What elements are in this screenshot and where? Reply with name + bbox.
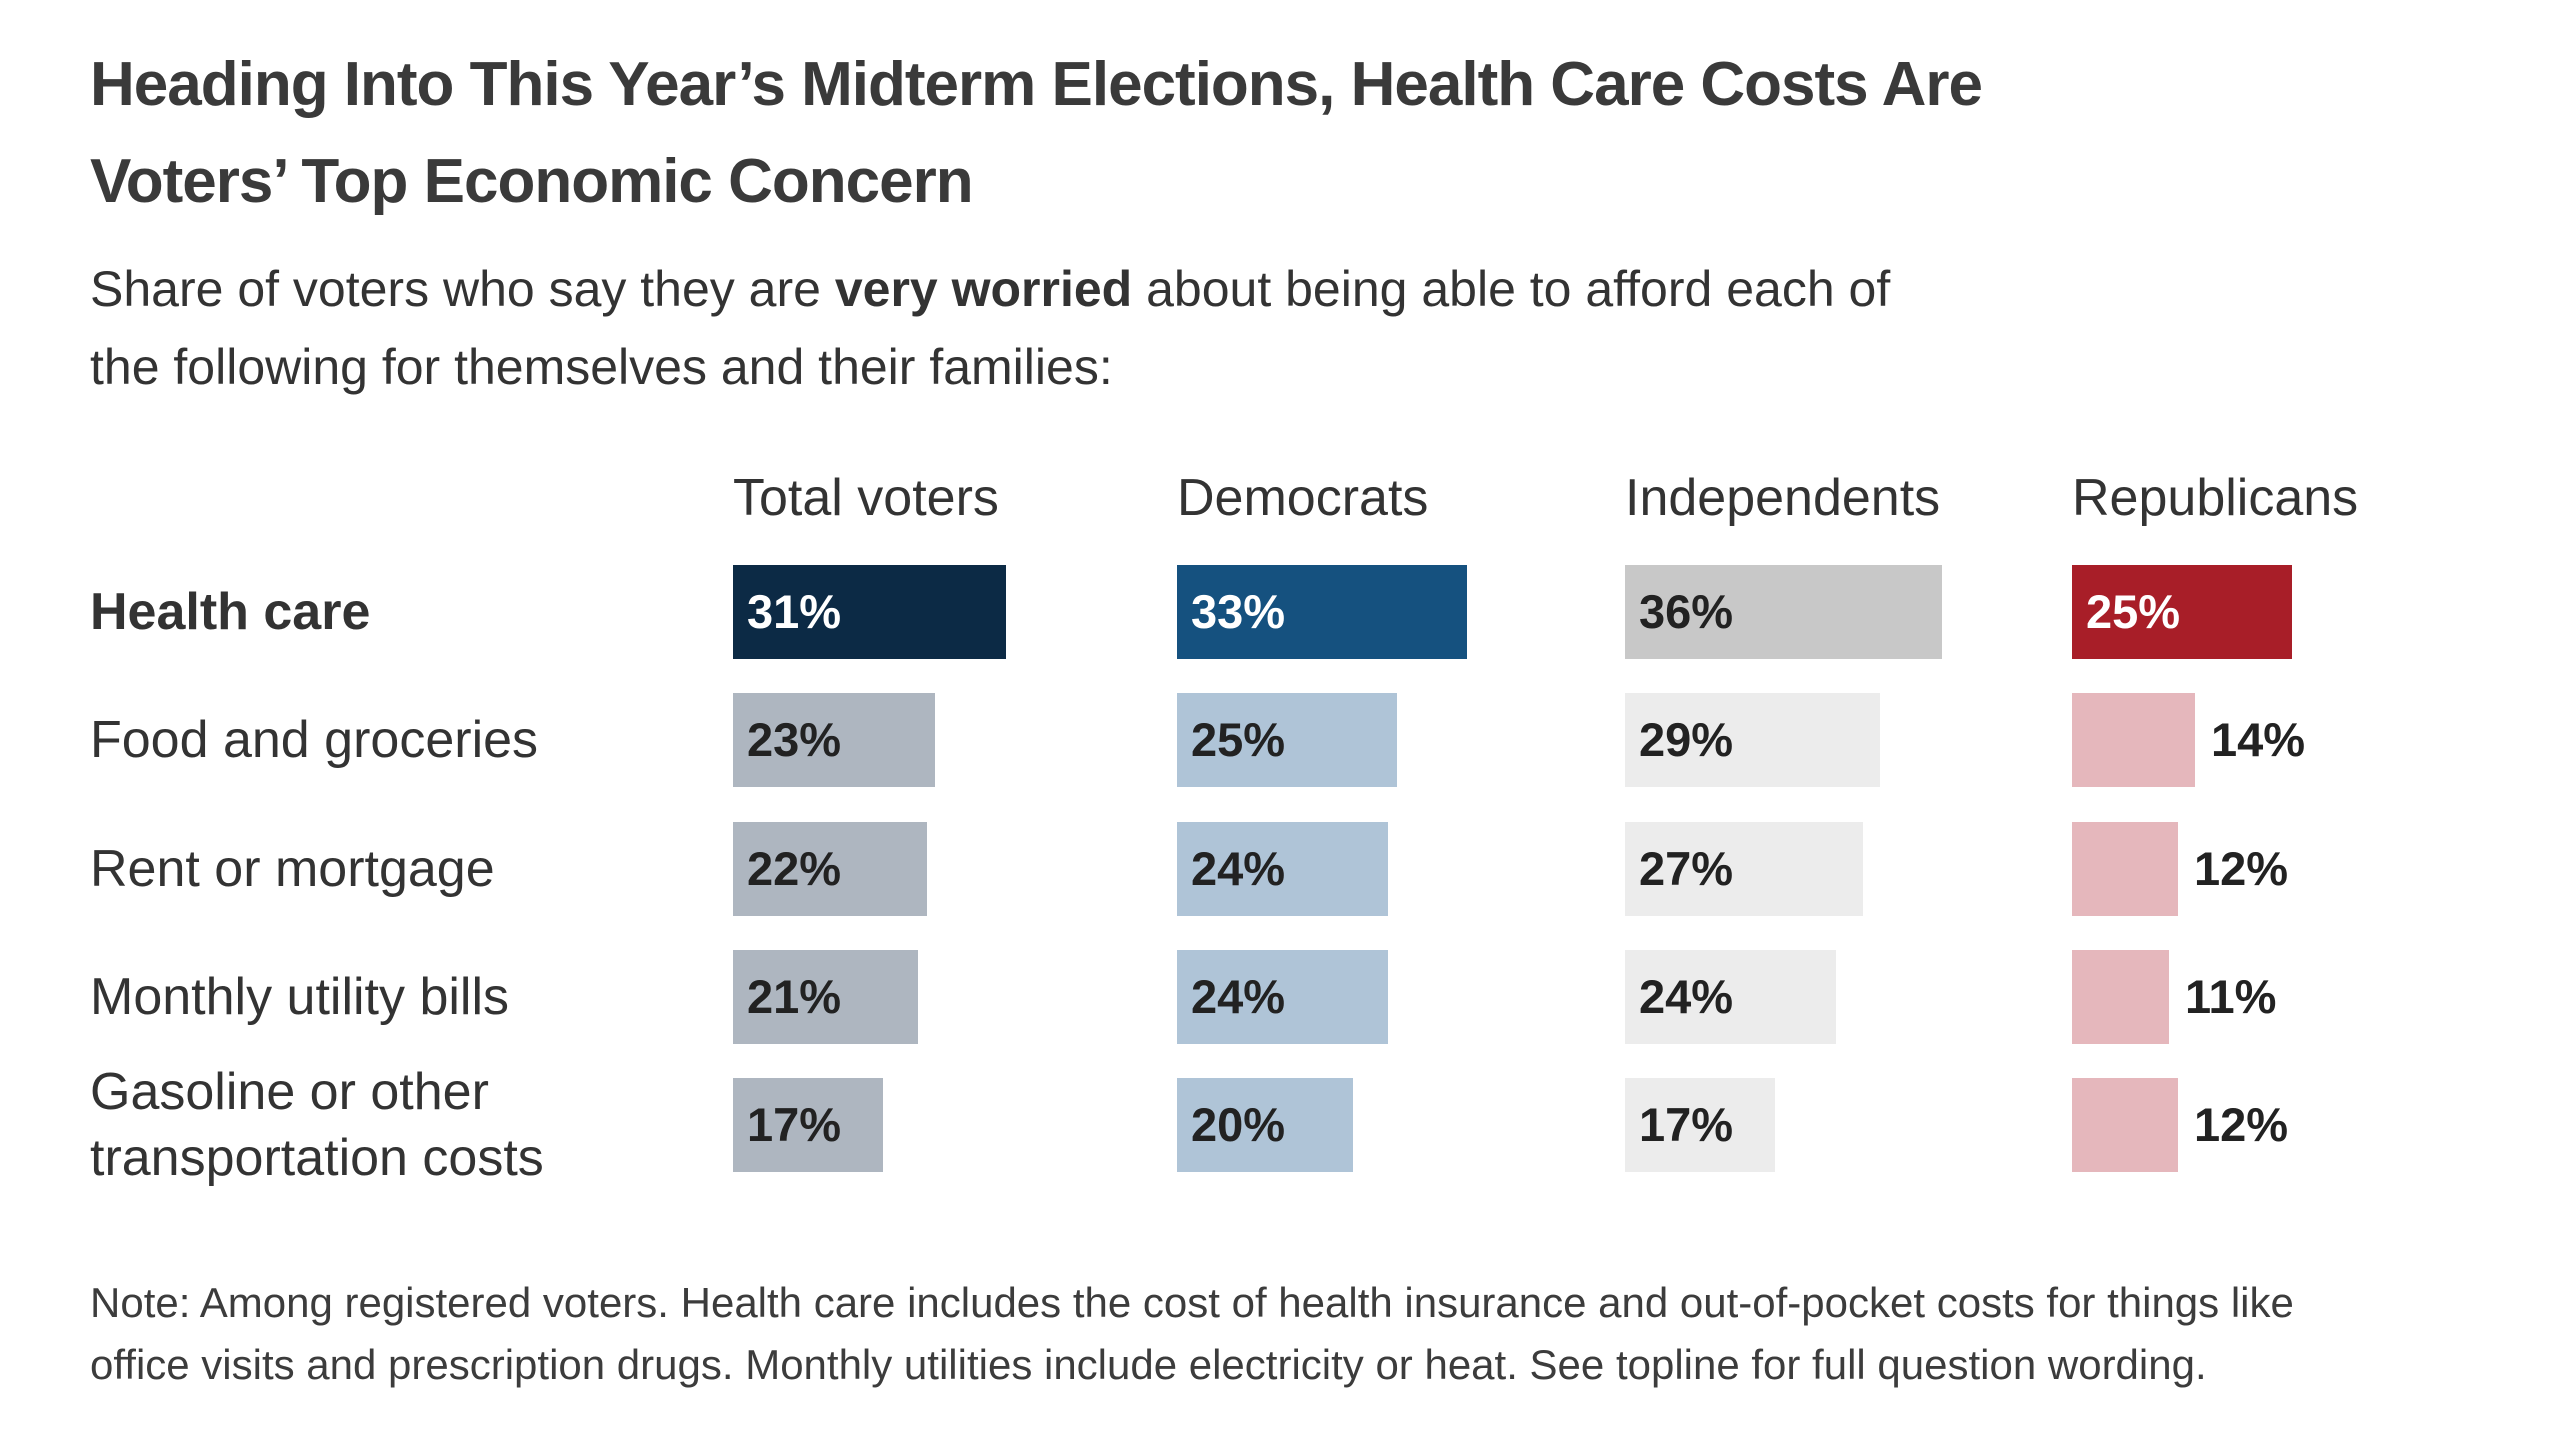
chart-title: Heading Into This Year’s Midterm Electio… <box>90 36 1983 230</box>
bar-total-voters-health-care: 31% <box>733 565 1006 659</box>
subtitle-prefix: Share of voters who say they are <box>90 261 835 317</box>
column-header-total-voters: Total voters <box>733 469 999 527</box>
category-label: Gasoline or other transportation costs <box>90 1063 544 1187</box>
bar-republicans-monthly-utility-bills <box>2072 950 2169 1044</box>
chart-subtitle: Share of voters who say they are very wo… <box>90 250 1890 406</box>
category-label: Rent or mortgage <box>90 840 495 898</box>
bar-value-label: 11% <box>2185 970 2277 1023</box>
bar-democrats-health-care: 33% <box>1177 565 1467 659</box>
subtitle-suffix: about being able to afford each of <box>1132 261 1891 317</box>
bar-republicans-gasoline-or-other-transportation-costs <box>2072 1078 2178 1172</box>
bar-independents-food-and-groceries: 29% <box>1625 693 1880 787</box>
bar-total-voters-gasoline-or-other-transportation-costs: 17% <box>733 1078 883 1172</box>
bar-democrats-monthly-utility-bills: 24% <box>1177 950 1388 1044</box>
bar-democrats-gasoline-or-other-transportation-costs: 20% <box>1177 1078 1353 1172</box>
chart-row-monthly-utility-bills: Monthly utility bills 21% 24% 24% 11% <box>0 950 2560 1044</box>
chart-subtitle-line-2: the following for themselves and their f… <box>90 339 1113 395</box>
bar-democrats-rent-or-mortgage: 24% <box>1177 822 1388 916</box>
chart-row-health-care: Health care 31% 33% 36% 25% <box>0 565 2560 659</box>
bar-total-voters-food-and-groceries: 23% <box>733 693 935 787</box>
bar-value-label: 31% <box>747 585 842 638</box>
chart-title-line-2: Voters’ Top Economic Concern <box>90 147 974 216</box>
bar-value-label: 27% <box>1639 842 1734 895</box>
column-header-republicans: Republicans <box>2072 469 2359 527</box>
bar-value-label: 17% <box>747 1098 842 1151</box>
bar-total-voters-rent-or-mortgage: 22% <box>733 822 927 916</box>
chart-row-gasoline-or-other-transportation-costs: Gasoline or other transportation costs 17… <box>0 1063 2560 1187</box>
bar-value-label: 25% <box>2086 585 2181 638</box>
bar-value-label: 24% <box>1191 970 1286 1023</box>
bar-value-label: 24% <box>1191 842 1286 895</box>
bar-democrats-food-and-groceries: 25% <box>1177 693 1397 787</box>
bar-value-label: 22% <box>747 842 842 895</box>
bar-value-label: 25% <box>1191 713 1286 766</box>
chart-title-line-1: Heading Into This Year’s Midterm Electio… <box>90 50 1983 119</box>
bar-value-label: 36% <box>1639 585 1734 638</box>
column-header-independents: Independents <box>1625 469 1941 527</box>
note-text: Note: Among registered voters. Health ca… <box>90 1272 2294 1396</box>
bar-value-label: 24% <box>1639 970 1734 1023</box>
bar-republicans-food-and-groceries <box>2072 693 2195 787</box>
chart-row-rent-or-mortgage: Rent or mortgage 22% 24% 27% 12% <box>0 822 2560 916</box>
bar-value-label: 14% <box>2211 713 2306 766</box>
note-line-2: office visits and prescription drugs. Mo… <box>90 1341 2207 1388</box>
chart-row-food-and-groceries: Food and groceries 23% 25% 29% 14% <box>0 693 2560 787</box>
bar-republicans-health-care: 25% <box>2072 565 2292 659</box>
subtitle-emphasis: very worried <box>834 261 1133 317</box>
note-line-1: Note: Among registered voters. Health ca… <box>90 1279 2294 1326</box>
bar-value-label: 12% <box>2194 1098 2289 1151</box>
bar-independents-health-care: 36% <box>1625 565 1942 659</box>
bar-value-label: 21% <box>747 970 842 1023</box>
bar-value-label: 23% <box>747 713 842 766</box>
category-label: Health care <box>90 583 371 641</box>
bar-value-label: 17% <box>1639 1098 1734 1151</box>
chart-subtitle-line-1: Share of voters who say they are very wo… <box>90 250 1890 328</box>
bar-value-label: 20% <box>1191 1098 1286 1151</box>
category-label: Food and groceries <box>90 711 539 769</box>
bar-value-label: 29% <box>1639 713 1734 766</box>
bar-independents-rent-or-mortgage: 27% <box>1625 822 1863 916</box>
bar-value-label: 33% <box>1191 585 1286 638</box>
bar-value-label: 12% <box>2194 842 2289 895</box>
category-label: Monthly utility bills <box>90 968 510 1026</box>
column-header-democrats: Democrats <box>1177 469 1429 527</box>
bar-republicans-rent-or-mortgage <box>2072 822 2178 916</box>
bar-independents-gasoline-or-other-transportation-costs: 17% <box>1625 1078 1775 1172</box>
bar-independents-monthly-utility-bills: 24% <box>1625 950 1836 1044</box>
column-headers: Total voters Democrats Independents Republi… <box>0 468 2560 532</box>
bar-total-voters-monthly-utility-bills: 21% <box>733 950 918 1044</box>
